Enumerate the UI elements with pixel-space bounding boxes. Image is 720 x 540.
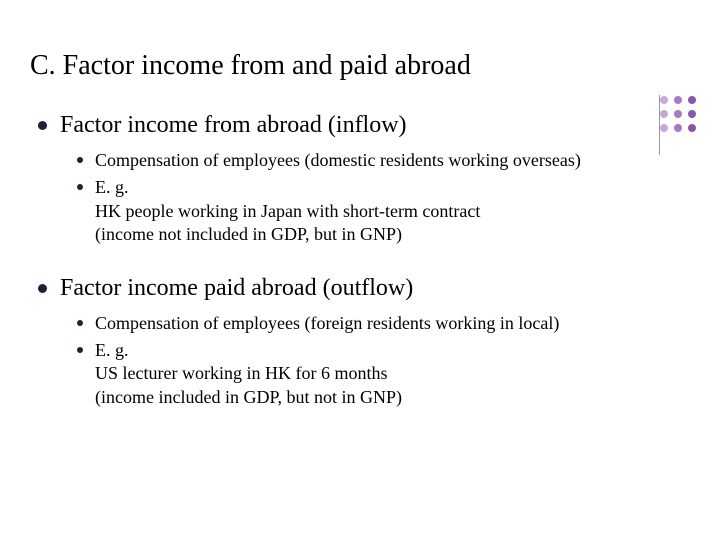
slide-container: C. Factor income from and paid abroad Fa… xyxy=(0,0,720,467)
list-item: Compensation of employees (domestic resi… xyxy=(95,149,690,172)
bullet-list-level1: Factor income from abroad (inflow) Compe… xyxy=(30,112,690,409)
list-item: Factor income from abroad (inflow) Compe… xyxy=(60,112,690,247)
slide-title: C. Factor income from and paid abroad xyxy=(30,50,690,82)
dot-icon xyxy=(674,96,682,104)
section-heading: Factor income paid abroad (outflow) xyxy=(60,275,413,301)
list-item: Compensation of employees (foreign resid… xyxy=(95,312,690,335)
dot-icon xyxy=(660,96,668,104)
item-text: E. g.HK people working in Japan with sho… xyxy=(95,177,480,244)
list-item: Factor income paid abroad (outflow) Comp… xyxy=(60,275,690,410)
list-item: E. g.HK people working in Japan with sho… xyxy=(95,176,690,246)
item-text: E. g.US lecturer working in HK for 6 mon… xyxy=(95,340,402,407)
item-text: Compensation of employees (domestic resi… xyxy=(95,150,581,170)
bullet-list-level2: Compensation of employees (domestic resi… xyxy=(60,149,690,247)
item-text: Compensation of employees (foreign resid… xyxy=(95,313,559,333)
dot-icon xyxy=(688,96,696,104)
list-item: E. g.US lecturer working in HK for 6 mon… xyxy=(95,339,690,409)
section-heading: Factor income from abroad (inflow) xyxy=(60,112,407,138)
bullet-list-level2: Compensation of employees (foreign resid… xyxy=(60,312,690,410)
